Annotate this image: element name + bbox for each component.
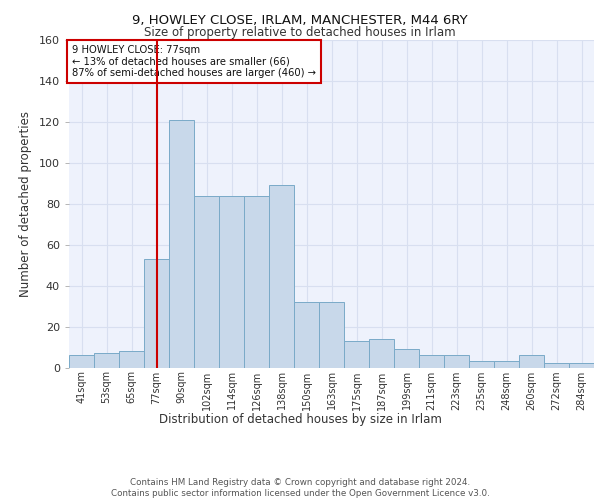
Bar [294,302,319,368]
Bar [544,364,569,368]
Bar [319,302,344,368]
Bar [469,362,494,368]
Text: Contains HM Land Registry data © Crown copyright and database right 2024.
Contai: Contains HM Land Registry data © Crown c… [110,478,490,498]
Y-axis label: Number of detached properties: Number of detached properties [19,111,32,296]
Text: Size of property relative to detached houses in Irlam: Size of property relative to detached ho… [144,26,456,39]
Bar [269,186,294,368]
Bar [444,355,469,368]
Bar [369,339,394,368]
Bar [344,341,369,367]
Bar [394,349,419,368]
Bar [219,196,244,368]
Bar [69,355,94,368]
Text: 9 HOWLEY CLOSE: 77sqm
← 13% of detached houses are smaller (66)
87% of semi-deta: 9 HOWLEY CLOSE: 77sqm ← 13% of detached … [71,45,316,78]
Bar [94,353,119,368]
Bar [194,196,219,368]
Bar [494,362,519,368]
Bar [119,351,144,368]
Text: 9, HOWLEY CLOSE, IRLAM, MANCHESTER, M44 6RY: 9, HOWLEY CLOSE, IRLAM, MANCHESTER, M44 … [132,14,468,27]
Bar [144,259,169,368]
Bar [569,364,594,368]
Text: Distribution of detached houses by size in Irlam: Distribution of detached houses by size … [158,412,442,426]
Bar [519,355,544,368]
Bar [419,355,444,368]
Bar [244,196,269,368]
Bar [169,120,194,368]
